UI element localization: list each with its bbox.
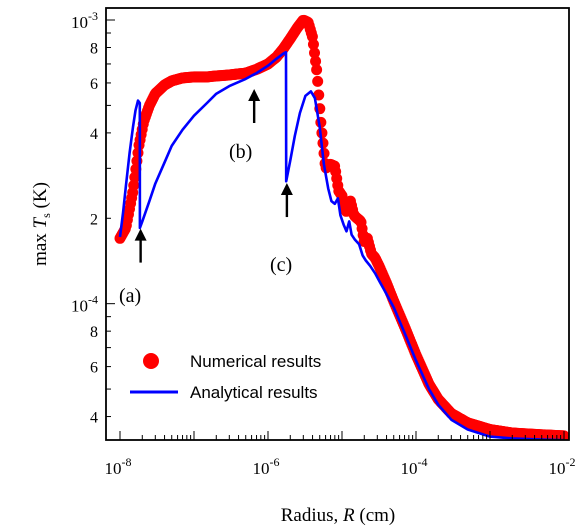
annotation-c-label: (c): [270, 254, 292, 276]
legend-marker-numerical: [143, 353, 159, 369]
x-tick-label-base: 10: [253, 459, 270, 478]
legend: Numerical results Analytical results: [130, 352, 321, 402]
numerical-point: [128, 179, 140, 191]
y-axis-label-var: T: [30, 216, 51, 228]
x-tick-label-exp: -2: [566, 455, 576, 469]
y-tick-label: 4: [90, 126, 98, 143]
annotation-b-arrow-head: [248, 89, 261, 102]
y-tick-label-exp: -3: [88, 9, 98, 23]
numerical-point: [312, 75, 324, 87]
y-tick-label: 8: [90, 41, 98, 58]
plot-layer: [114, 14, 569, 440]
x-tick-label-exp: -8: [122, 455, 132, 469]
y-tick-label: 10-3: [71, 9, 98, 32]
x-tick-label: 10-6: [253, 455, 280, 478]
numerical-point: [310, 55, 322, 67]
y-axis-label-prefix: max: [30, 233, 51, 266]
y-axis-label: max Ts (K): [30, 182, 55, 266]
y-tick-label: 2: [90, 211, 98, 228]
legend-label-numerical: Numerical results: [190, 352, 321, 371]
x-axis-label-var: R: [342, 505, 355, 526]
x-tick-label: 10-4: [401, 455, 428, 478]
y-axis-label-sub: s: [39, 213, 53, 218]
x-tick-label-base: 10: [549, 459, 566, 478]
numerical-point: [309, 47, 321, 59]
annotation-b-label: (b): [229, 141, 252, 163]
y-tick-label: 6: [90, 76, 98, 93]
x-axis-label-prefix: Radius,: [281, 505, 339, 526]
annotation-c-arrow-head: [280, 183, 293, 196]
series-numerical: [114, 14, 569, 440]
y-tick-label: 4: [90, 410, 98, 427]
numerical-point: [129, 171, 141, 183]
x-tick-label-exp: -4: [418, 455, 428, 469]
x-axis-label-unit: (cm): [359, 505, 395, 526]
x-axis-label: Radius, R (cm): [281, 505, 396, 526]
x-tick-label: 10-8: [105, 455, 132, 478]
numerical-point: [307, 38, 319, 50]
y-tick-label-exp: -4: [88, 293, 98, 307]
numerical-point: [311, 64, 323, 76]
y-tick-label: 10-4: [71, 293, 98, 316]
x-tick-label-base: 10: [401, 459, 418, 478]
legend-label-analytical: Analytical results: [190, 383, 318, 402]
plot-frame: [105, 7, 570, 441]
y-tick-label: 8: [90, 324, 98, 341]
series-group: [114, 14, 569, 440]
x-tick-label-base: 10: [105, 459, 122, 478]
series-analytical: [118, 50, 565, 440]
x-tick-label-exp: -6: [270, 455, 280, 469]
annotation-a-label: (a): [119, 285, 141, 307]
y-tick-label: 6: [90, 360, 98, 377]
y-tick-label-base: 10: [71, 13, 88, 32]
annotation-a-arrow-head: [134, 228, 147, 241]
x-tick-label: 10-2: [549, 455, 576, 478]
annotation-arrows: [134, 89, 293, 263]
y-axis-label-unit: (K): [30, 182, 51, 208]
y-tick-label-base: 10: [71, 297, 88, 316]
